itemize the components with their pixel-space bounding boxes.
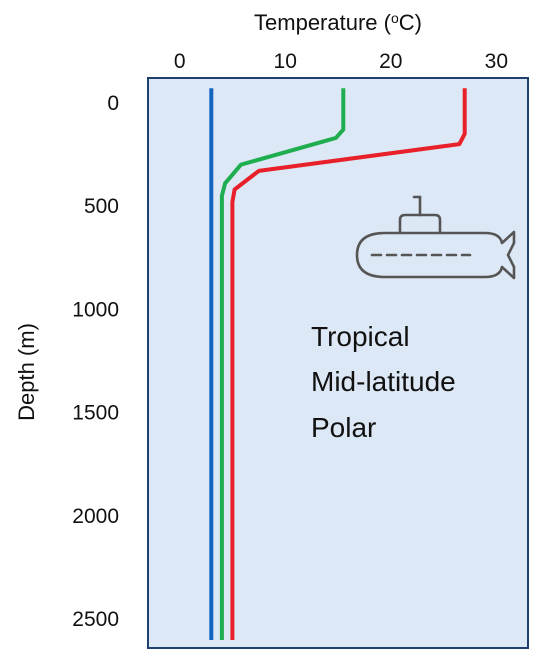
x-tick-label: 30 bbox=[485, 50, 508, 73]
x-tick-label: 20 bbox=[379, 50, 402, 73]
legend-tropical: Tropical bbox=[311, 321, 410, 352]
y-tick-label: 1000 bbox=[72, 298, 119, 321]
plot-area bbox=[147, 77, 529, 649]
series-line-mid-latitude bbox=[219, 88, 346, 640]
x-tick-label: 0 bbox=[174, 50, 186, 73]
x-tick-label: 10 bbox=[274, 50, 297, 73]
x-tick-labels: 0 10 20 30 bbox=[174, 50, 508, 73]
y-tick-label: 0 bbox=[107, 92, 119, 115]
series-lines bbox=[209, 88, 467, 640]
y-tick-labels: 0 500 1000 1500 2000 2500 bbox=[72, 92, 119, 631]
series-line-tropical bbox=[230, 88, 467, 640]
x-axis-title: Temperature (oC) bbox=[254, 10, 422, 35]
submarine-icon bbox=[355, 195, 516, 280]
y-tick-label: 1500 bbox=[72, 402, 119, 425]
y-tick-label: 500 bbox=[84, 195, 119, 218]
legend-polar: Polar bbox=[311, 412, 376, 443]
legend-mid-latitude: Mid-latitude bbox=[311, 366, 456, 397]
y-tick-label: 2000 bbox=[72, 505, 119, 528]
y-axis-title: Depth (m) bbox=[14, 323, 39, 421]
y-tick-label: 2500 bbox=[72, 608, 119, 631]
